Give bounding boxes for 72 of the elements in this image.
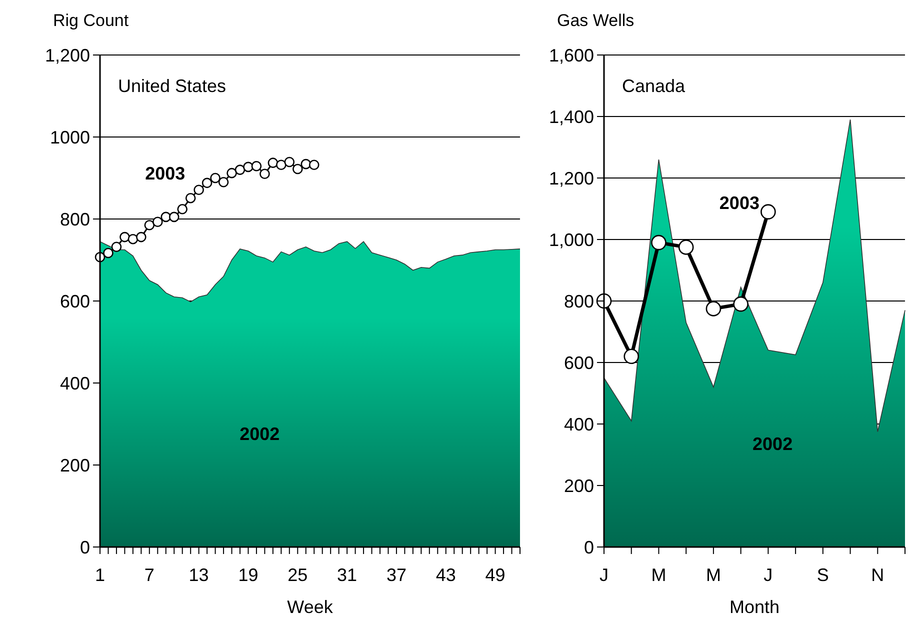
point — [144, 220, 155, 230]
point — [218, 176, 229, 188]
x-tick-label: S — [816, 565, 829, 585]
y-axis-title: Rig Count — [53, 11, 129, 30]
point — [128, 234, 138, 244]
point — [292, 164, 303, 174]
point — [152, 216, 163, 228]
text: Canada — [622, 76, 686, 96]
y-axis-title: Gas Wells — [557, 11, 634, 30]
x-axis-title: Week — [287, 597, 334, 617]
y-tick-label: 0 — [584, 537, 594, 558]
point — [210, 172, 220, 184]
y-tick-label: 200 — [60, 455, 90, 476]
point — [194, 184, 204, 196]
y-tick-label: 0 — [80, 537, 90, 558]
point — [234, 164, 246, 175]
point — [706, 301, 722, 316]
x-tick-label: 43 — [436, 565, 456, 585]
point — [651, 234, 666, 250]
y-tick-label: 1,400 — [548, 106, 594, 127]
point — [185, 192, 196, 204]
y-tick-label: 800 — [564, 291, 594, 312]
point — [300, 158, 312, 170]
point — [136, 232, 146, 242]
point — [226, 168, 237, 178]
x-tick-label: N — [871, 565, 884, 585]
y-tick-label: 400 — [60, 373, 90, 394]
series-label: 2003 — [719, 192, 760, 213]
y-tick-label: 600 — [60, 291, 90, 312]
x-tick-label: 19 — [238, 565, 258, 585]
y-tick-label: 600 — [564, 352, 594, 373]
y-tick-label: 1,600 — [548, 45, 594, 66]
x-tick-label: 49 — [485, 565, 506, 585]
series-label: 2002 — [752, 434, 793, 454]
x-axis-title: Month — [729, 597, 780, 617]
point — [103, 248, 114, 258]
point — [202, 178, 212, 188]
point — [268, 158, 278, 168]
x-tick-label: 1 — [94, 565, 106, 585]
point — [276, 160, 286, 170]
series-label: 2003 — [145, 163, 186, 184]
y-tick-label: 200 — [564, 476, 594, 496]
y-tick-label: 400 — [564, 414, 594, 434]
point — [111, 242, 122, 252]
point — [678, 240, 694, 255]
series-label: 2002 — [240, 424, 280, 444]
point — [120, 232, 130, 242]
text: United States — [118, 76, 226, 96]
point — [284, 156, 295, 168]
point — [243, 162, 254, 172]
point — [733, 296, 748, 312]
y-tick-label: 800 — [60, 209, 90, 230]
x-tick-label: J — [764, 565, 773, 585]
point — [177, 204, 188, 214]
y-tick-label: 1000 — [50, 127, 90, 148]
y-tick-label: 1,200 — [548, 168, 594, 188]
point — [308, 160, 320, 170]
point — [624, 348, 640, 364]
point — [251, 160, 262, 172]
point — [260, 168, 270, 180]
x-tick-label: 37 — [386, 565, 406, 585]
x-tick-label: M — [651, 565, 666, 585]
y-tick-label: 1,000 — [548, 230, 594, 250]
x-tick-label: 31 — [337, 565, 358, 585]
x-tick-label: 7 — [144, 565, 154, 585]
x-tick-label: M — [706, 565, 721, 585]
x-tick-label: 25 — [288, 565, 308, 585]
y-tick-label: 1,200 — [44, 45, 90, 66]
x-tick-label: 13 — [188, 565, 209, 585]
x-tick-label: J — [600, 565, 608, 585]
point — [168, 212, 180, 222]
point — [160, 212, 172, 222]
